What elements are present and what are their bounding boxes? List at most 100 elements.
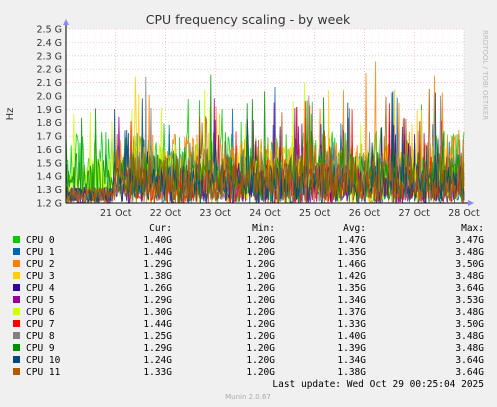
x-tick-label: 21 Oct	[100, 208, 132, 219]
legend-cur-value: 1.26G	[143, 283, 172, 294]
legend-max-value: 3.50G	[455, 259, 484, 270]
legend-series-name: CPU 7	[26, 319, 55, 330]
legend-swatch	[13, 344, 20, 351]
series-line-cpu-11	[65, 88, 465, 205]
legend-series-name: CPU 11	[26, 367, 61, 378]
legend-header-avg: Avg:	[343, 223, 366, 234]
legend-avg-value: 1.39G	[337, 343, 366, 354]
y-tick-label: 1.5 G	[37, 158, 63, 169]
legend-cur-value: 1.40G	[143, 235, 172, 246]
legend-min-value: 1.20G	[246, 247, 275, 258]
legend-series-name: CPU 6	[26, 307, 55, 318]
legend-min-value: 1.20G	[246, 283, 275, 294]
legend-cur-value: 1.33G	[143, 367, 172, 378]
legend-max-value: 3.48G	[455, 307, 484, 318]
legend-avg-value: 1.47G	[337, 235, 366, 246]
legend-swatch	[13, 284, 20, 291]
legend-row: CPU 9 1.29G 1.20G 1.39G 3.48G	[13, 343, 484, 354]
legend-series-name: CPU 4	[26, 283, 55, 294]
legend-cur-value: 1.44G	[143, 247, 172, 258]
legend-cur-value: 1.29G	[143, 343, 172, 354]
legend-cur-value: 1.44G	[143, 319, 172, 330]
legend-max-value: 3.48G	[455, 271, 484, 282]
y-tick-label: 1.3 G	[37, 185, 63, 196]
legend-min-value: 1.20G	[246, 355, 275, 366]
y-tick-label: 1.8 G	[37, 118, 63, 129]
legend-min-value: 1.20G	[246, 343, 275, 354]
legend-min-value: 1.20G	[246, 367, 275, 378]
legend-row: CPU 4 1.26G 1.20G 1.35G 3.64G	[13, 283, 484, 294]
legend-row: CPU 7 1.44G 1.20G 1.33G 3.50G	[13, 319, 484, 330]
legend-header-min: Min:	[252, 223, 275, 234]
legend-min-value: 1.20G	[246, 319, 275, 330]
legend-min-value: 1.20G	[246, 295, 275, 306]
legend-max-value: 3.64G	[455, 355, 484, 366]
legend-max-value: 3.50G	[455, 319, 484, 330]
series-lines	[65, 61, 465, 205]
y-tick-label: 1.9 G	[37, 105, 63, 116]
legend-series-name: CPU 9	[26, 343, 55, 354]
y-tick-label: 1.7 G	[37, 132, 63, 143]
y-axis-label: Hz	[5, 108, 16, 121]
legend-swatch	[13, 272, 20, 279]
y-tick-labels: 1.2 G 1.3 G 1.4 G 1.5 G 1.6 G 1.7 G 1.8 G 1.9 G…	[37, 25, 63, 210]
x-tick-labels: 21 Oct 22 Oct 23 Oct 24 Oct 25 Oct 26 Oct 27 O…	[100, 208, 480, 219]
legend-swatch	[13, 320, 20, 327]
legend-swatch	[13, 260, 20, 267]
legend-cur-value: 1.25G	[143, 331, 172, 342]
legend-min-value: 1.20G	[246, 331, 275, 342]
legend-series-name: CPU 8	[26, 331, 55, 342]
x-tick-label: 24 Oct	[249, 208, 281, 219]
legend-swatch	[13, 296, 20, 303]
chart-title: CPU frequency scaling - by week	[146, 12, 351, 27]
legend-row: CPU 3 1.38G 1.20G 1.42G 3.48G	[13, 271, 484, 282]
y-tick-label: 1.2 G	[37, 199, 63, 210]
legend-avg-value: 1.33G	[337, 319, 366, 330]
legend-avg-value: 1.38G	[337, 367, 366, 378]
legend-row: CPU 0 1.40G 1.20G 1.47G 3.47G	[13, 235, 484, 246]
legend-avg-value: 1.35G	[337, 247, 366, 258]
legend-max-value: 3.48G	[455, 331, 484, 342]
y-axis-arrow	[63, 19, 69, 25]
x-tick-label: 27 Oct	[398, 208, 430, 219]
legend-min-value: 1.20G	[246, 259, 275, 270]
legend-row: CPU 10 1.24G 1.20G 1.34G 3.64G	[13, 355, 484, 366]
legend-max-value: 3.47G	[455, 235, 484, 246]
legend-series-name: CPU 1	[26, 247, 55, 258]
legend-series-name: CPU 3	[26, 271, 55, 282]
x-tick-label: 25 Oct	[299, 208, 331, 219]
legend-row: CPU 8 1.25G 1.20G 1.40G 3.48G	[13, 331, 484, 342]
legend-avg-value: 1.34G	[337, 295, 366, 306]
legend-swatch	[13, 248, 20, 255]
legend-cur-value: 1.29G	[143, 295, 172, 306]
legend-max-value: 3.64G	[455, 283, 484, 294]
legend-max-value: 3.64G	[455, 367, 484, 378]
last-update: Last update: Wed Oct 29 00:25:04 2025	[272, 379, 484, 390]
legend-avg-value: 1.35G	[337, 283, 366, 294]
y-tick-label: 2.5 G	[37, 25, 63, 36]
legend-max-value: 3.48G	[455, 343, 484, 354]
legend-header-max: Max:	[461, 223, 484, 234]
legend-cur-value: 1.30G	[143, 307, 172, 318]
legend-header: Cur: Min: Avg: Max:	[149, 223, 484, 234]
legend-row: CPU 2 1.29G 1.20G 1.46G 3.50G	[13, 259, 484, 270]
legend-row: CPU 11 1.33G 1.20G 1.38G 3.64G	[13, 367, 484, 378]
legend-series-name: CPU 10	[26, 355, 61, 366]
legend-avg-value: 1.34G	[337, 355, 366, 366]
legend-swatch	[13, 368, 20, 375]
legend-cur-value: 1.38G	[143, 271, 172, 282]
rrdtool-credit: RRDTOOL / TOBI OETIKER	[481, 30, 489, 120]
y-tick-label: 1.6 G	[37, 145, 63, 156]
legend: CPU 0 1.40G 1.20G 1.47G 3.47G CPU 1 1.44G 1.20G…	[13, 235, 484, 378]
y-tick-label: 2.2 G	[37, 65, 63, 76]
x-tick-label: 28 Oct	[448, 208, 480, 219]
x-tick-label: 26 Oct	[349, 208, 381, 219]
legend-header-cur: Cur:	[149, 223, 172, 234]
legend-swatch	[13, 356, 20, 363]
legend-swatch	[13, 332, 20, 339]
legend-avg-value: 1.40G	[337, 331, 366, 342]
legend-min-value: 1.20G	[246, 271, 275, 282]
legend-max-value: 3.48G	[455, 247, 484, 258]
legend-series-name: CPU 5	[26, 295, 55, 306]
